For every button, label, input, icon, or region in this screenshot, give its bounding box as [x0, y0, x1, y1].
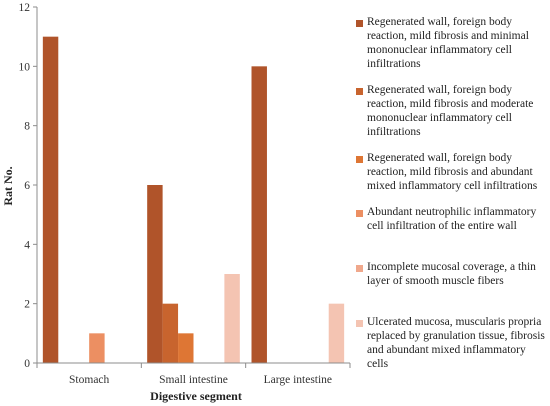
- legend-label: Abundant neutrophilic inflammatory cell …: [367, 206, 537, 232]
- bar-series-1-stomach: [42, 36, 59, 364]
- legend-label: Regenerated wall, foreign body reaction,…: [367, 152, 538, 192]
- y-axis-title: Rat No.: [1, 166, 15, 205]
- bar-series-3-small-intestine: [178, 333, 194, 363]
- bar-series-6-small-intestine: [224, 274, 240, 363]
- legend-swatch: [356, 265, 363, 272]
- y-tick-label: 10: [19, 61, 31, 73]
- bar-series-6-large-intestine: [328, 303, 345, 363]
- y-tick-label: 12: [19, 2, 31, 14]
- legend-label: Regenerated wall, foreign body reaction,…: [367, 16, 529, 70]
- legend-swatch: [356, 156, 363, 163]
- legend-item: Abundant neutrophilic inflammatory cell …: [356, 205, 546, 233]
- y-tick-label: 6: [24, 180, 30, 192]
- x-tick-label: Large intestine: [264, 374, 332, 386]
- legend-swatch: [356, 88, 363, 95]
- legend-item: Incomplete mucosal coverage, a thin laye…: [356, 260, 546, 288]
- y-tick-label: 0: [24, 358, 30, 370]
- legend-label: Regenerated wall, foreign body reaction,…: [367, 84, 534, 138]
- bars: [42, 36, 345, 364]
- bar-chart: 0 2 4 6 8 10 12 Stomach Small intestine Large in…: [1, 2, 351, 403]
- legend-item: Regenerated wall, foreign body reaction,…: [356, 15, 546, 71]
- legend-item: Ulcerated mucosa, muscularis propria rep…: [356, 315, 546, 371]
- legend-swatch: [356, 320, 363, 327]
- legend-swatch: [356, 20, 363, 27]
- bar-series-4-stomach: [89, 333, 105, 363]
- legend-item: Regenerated wall, foreign body reaction,…: [356, 83, 546, 139]
- y-tick-label: 4: [24, 239, 30, 251]
- legend-label: Incomplete mucosal coverage, a thin laye…: [367, 261, 536, 287]
- legend-swatch: [356, 210, 363, 217]
- x-axis-title: Digestive segment: [150, 389, 242, 403]
- y-tick-label: 8: [24, 121, 30, 133]
- legend-label: Ulcerated mucosa, muscularis propria rep…: [367, 316, 545, 370]
- x-tick-label: Stomach: [69, 374, 109, 386]
- legend-item: Regenerated wall, foreign body reaction,…: [356, 151, 546, 193]
- x-axis: Stomach Small intestine Large intestine: [36, 362, 351, 386]
- x-tick-label: Small intestine: [159, 374, 228, 386]
- y-axis: 0 2 4 6 8 10 12: [19, 2, 38, 370]
- bar-series-1-large-intestine: [251, 66, 267, 363]
- y-tick-label: 2: [24, 299, 30, 311]
- bar-series-1-small-intestine: [147, 185, 163, 363]
- bar-series-2-small-intestine: [162, 303, 179, 363]
